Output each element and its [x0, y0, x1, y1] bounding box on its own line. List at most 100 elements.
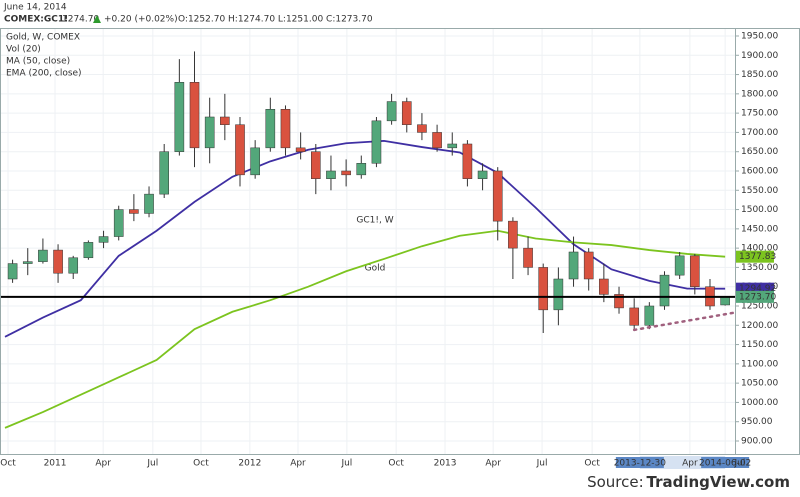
candle-body [326, 170, 336, 179]
y-tick-label: 1600.00 [741, 166, 778, 176]
x-tick-highlight [615, 457, 664, 468]
y-tick-label: 1900.00 [741, 51, 778, 61]
x-tick-label: 2014-06-02 [699, 459, 751, 469]
watermark: GC1!, W [356, 216, 393, 226]
candle-body [417, 124, 427, 133]
x-tick-highlight [701, 457, 750, 468]
candle-body [356, 163, 367, 176]
candle-body [113, 209, 124, 237]
ema-label-box [736, 250, 774, 263]
candle-body [386, 101, 397, 122]
candle-body [629, 307, 639, 326]
candle-body [68, 257, 79, 274]
candle-body [220, 116, 230, 125]
y-tick-label: 1050.00 [741, 379, 778, 389]
x-tick-label: Oct [584, 459, 600, 469]
change: +0.20 (+0.02%) [104, 15, 178, 25]
y-tick-label: 1850.00 [741, 70, 778, 80]
candle-body [447, 143, 458, 149]
ohlc: O:1252.70 H:1274.70 L:1251.00 C:1273.70 [178, 15, 373, 25]
candle-body [204, 116, 215, 149]
indicator-line [4, 139, 726, 338]
date: June 14, 2014 [3, 3, 67, 13]
candle-body [720, 296, 730, 306]
candle-body [371, 120, 382, 164]
last-price: 1274.70 [62, 15, 99, 25]
source: Source: TradingView.com [587, 473, 790, 491]
y-tick-label: 1000.00 [741, 398, 778, 408]
x-tick-label: 2013 [434, 459, 457, 469]
candle-body [659, 274, 670, 307]
candle-body [583, 251, 594, 280]
close-label-box [736, 290, 774, 303]
x-tick-label: Jul [536, 459, 548, 469]
x-tick-label: Apr [682, 459, 698, 469]
legend-entry: MA (50, close) [6, 57, 70, 67]
candle-body [477, 170, 488, 179]
y-tick-label: 950.00 [741, 417, 773, 427]
x-tick-label: 2013-12-30 [614, 459, 667, 469]
candle-body [235, 124, 245, 176]
plot-area: 900.00 950.00 1000.00 1050.00 1100.00 1150.00… [0, 28, 778, 469]
candle-body [22, 261, 33, 264]
candle-body [129, 209, 139, 214]
close-label: 1273.70 [739, 292, 776, 302]
y-tick-label: 1250.00 [741, 301, 778, 311]
candle-body [38, 249, 48, 262]
y-tick-label: 1950.00 [741, 31, 778, 41]
trendline [632, 311, 737, 332]
candle-body [432, 132, 442, 149]
candle-body [341, 170, 351, 176]
candle-body [553, 278, 564, 311]
y-tick-label: 1750.00 [741, 109, 778, 119]
candle-body [174, 82, 185, 152]
y-tick-label: 1200.00 [741, 321, 778, 331]
ema-label: 1377.83 [739, 252, 776, 262]
candle-body [53, 249, 63, 274]
x-tick-label: Jul [733, 459, 745, 469]
candle-body [690, 255, 700, 287]
candle-body [401, 101, 412, 125]
candle-body [674, 255, 685, 276]
candle-body [538, 267, 549, 311]
x-tick-label: Apr [485, 459, 501, 469]
ma-label: 1294.92 [739, 284, 776, 294]
candle-body [644, 305, 655, 326]
x-tick-label: Apr [95, 459, 111, 469]
candle-body [614, 294, 624, 309]
y-tick-label: 1350.00 [741, 263, 778, 273]
candle-body [159, 151, 169, 195]
y-tick-label: 1150.00 [741, 340, 778, 350]
x-tick-label: Oct [0, 459, 16, 469]
x-tick-label: Apr [290, 459, 306, 469]
y-tick-label: 1450.00 [741, 224, 778, 234]
legend-title: Gold, W, COMEX [6, 33, 80, 43]
candle-body [462, 143, 473, 179]
y-tick-label: 1800.00 [741, 89, 778, 99]
y-tick-label: 1100.00 [741, 359, 778, 369]
candle-body [98, 236, 109, 243]
y-tick-label: 1650.00 [741, 147, 778, 157]
candle-body [144, 193, 154, 214]
y-tick-label: 1500.00 [741, 205, 778, 215]
candle-body [492, 170, 503, 222]
legend-entry: EMA (200, close) [6, 69, 82, 79]
x-tick-label: Oct [193, 459, 209, 469]
y-tick-label: 900.00 [741, 436, 773, 446]
source-site: TradingView.com [647, 473, 790, 491]
y-tick-label: 1700.00 [741, 128, 778, 138]
watermark-sub: Gold [365, 264, 386, 274]
y-tick-label: 1550.00 [741, 186, 778, 196]
candle-body [7, 263, 18, 280]
x-tick-label: Oct [388, 459, 404, 469]
candle-body [250, 147, 260, 176]
legend-entry: Vol (20) [6, 45, 41, 55]
candle-body [189, 82, 200, 149]
candle-body [280, 109, 291, 149]
up-arrow [93, 15, 101, 23]
symbol: COMEX:GC1! [4, 15, 68, 25]
x-tick-label: Jul [146, 459, 158, 469]
x-tick-label: 2012 [238, 459, 261, 469]
x-tick-label: Jul [340, 459, 352, 469]
